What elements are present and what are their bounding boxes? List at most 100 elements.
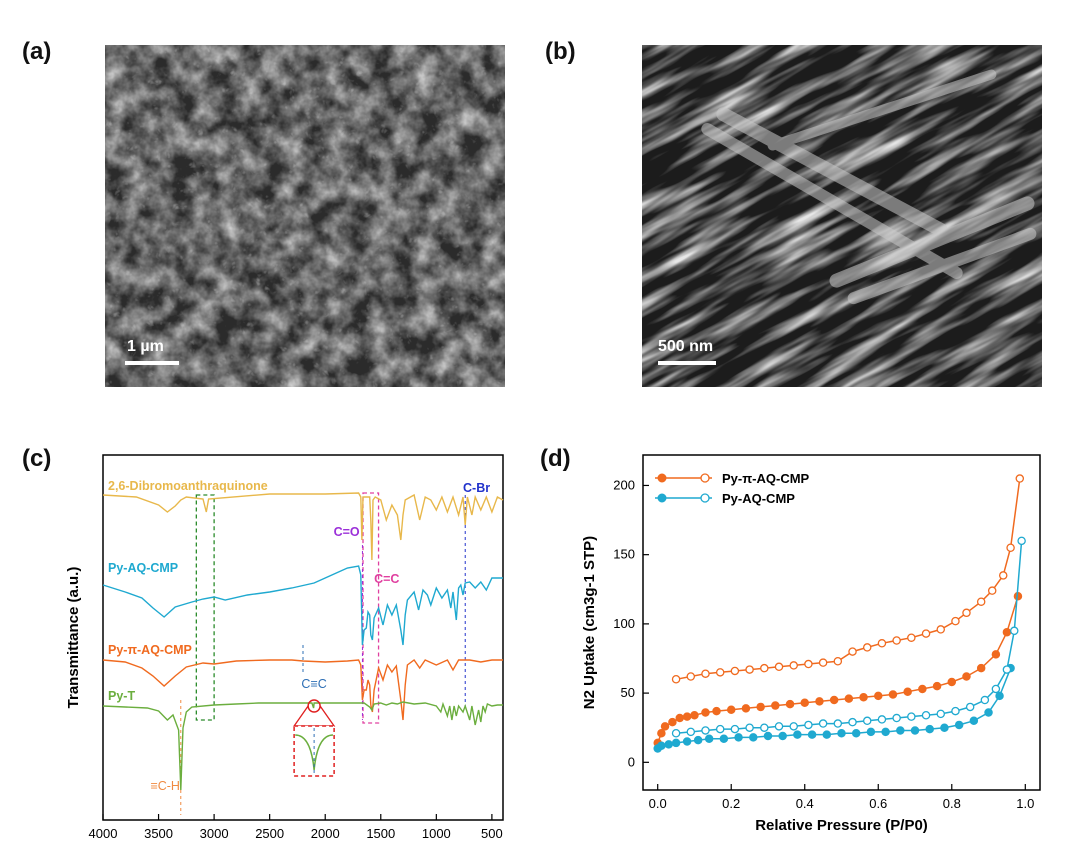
x-tick-label: 3000 <box>200 826 229 841</box>
data-point <box>892 636 901 645</box>
data-point <box>907 633 916 642</box>
data-point <box>969 716 979 726</box>
annotation-cbr: C-Br <box>463 481 490 495</box>
series-line <box>102 565 503 646</box>
legend-label: Py-AQ-CMP <box>722 491 795 506</box>
data-point <box>951 706 960 716</box>
data-point <box>715 668 725 677</box>
data-point <box>976 597 986 606</box>
data-point <box>760 723 769 732</box>
panel-label-a: (a) <box>22 38 52 65</box>
data-point <box>903 687 912 696</box>
data-point <box>844 694 854 703</box>
y-axis-label: Transmittance (a.u.) <box>65 567 82 709</box>
x-tick-label: 0.4 <box>796 796 814 811</box>
data-point <box>671 675 681 684</box>
data-point <box>951 616 960 626</box>
data-point <box>774 722 784 731</box>
x-axis-label: Relative Pressure (P/P0) <box>755 817 928 834</box>
series-label: Py-π-AQ-CMP <box>108 643 192 657</box>
data-point <box>998 571 1008 580</box>
data-point <box>712 706 721 716</box>
data-point <box>719 734 729 744</box>
data-point <box>660 722 670 731</box>
data-point <box>763 731 773 741</box>
data-point <box>793 730 802 739</box>
data-point <box>686 727 696 737</box>
x-tick-label: 0.2 <box>722 796 740 811</box>
data-point <box>925 724 934 734</box>
x-tick-label: 2000 <box>311 826 340 841</box>
data-point <box>995 691 1004 701</box>
data-point <box>874 691 883 701</box>
data-point <box>892 713 901 723</box>
data-point <box>1002 627 1012 637</box>
x-tick-label: 3500 <box>144 826 173 841</box>
data-point <box>851 728 861 738</box>
data-point <box>657 741 666 750</box>
scalebar-label-b: 500 nm <box>658 338 714 355</box>
data-point <box>862 716 872 726</box>
x-tick-label: 500 <box>481 826 503 841</box>
data-point <box>760 663 769 673</box>
scalebar-b <box>658 361 716 365</box>
data-point <box>1017 536 1026 546</box>
series-line <box>102 701 503 791</box>
data-point <box>866 727 876 737</box>
data-point <box>848 717 857 727</box>
ftir-chart: 4000 3500 3000 2500 2000 1500 1000 500 Wavenumbe… <box>65 454 504 853</box>
data-point <box>976 663 986 673</box>
data-point <box>704 734 714 744</box>
data-point <box>785 699 795 709</box>
data-point <box>962 608 971 618</box>
x-tick-label: 1500 <box>366 826 395 841</box>
data-point <box>800 698 809 708</box>
data-point <box>962 672 971 681</box>
data-point <box>918 684 927 694</box>
data-point <box>932 681 942 691</box>
data-point <box>671 728 681 738</box>
data-point <box>936 625 946 634</box>
data-point <box>789 722 798 731</box>
data-point <box>686 672 696 681</box>
x-tick-label: 1.0 <box>1016 796 1034 811</box>
data-point <box>774 662 784 672</box>
data-point <box>789 661 798 670</box>
annotation-ch: ≡C-H <box>150 779 180 793</box>
series-line <box>102 492 504 561</box>
x-tick-label: 0.0 <box>649 796 667 811</box>
data-point <box>818 658 828 667</box>
y-axis-label: N2 Uptake (cm3g-1 STP) <box>581 536 598 709</box>
annotation-cc: C=C <box>374 572 399 586</box>
data-point <box>947 677 957 687</box>
n2-isotherm-chart: 0.0 0.2 0.4 0.6 0.8 1.0 0 50 100 150 200 Relative P… <box>581 454 1041 834</box>
y-tick-label: 50 <box>621 685 635 700</box>
data-point <box>730 666 740 676</box>
data-point <box>664 740 673 749</box>
y-tick-label: 0 <box>628 754 635 769</box>
data-point <box>682 712 692 721</box>
panel-label-d: (d) <box>540 445 571 472</box>
data-point <box>715 724 725 734</box>
panel-label-c: (c) <box>22 445 52 472</box>
annotation-co: C=O <box>334 525 360 539</box>
data-point <box>881 727 890 737</box>
data-point <box>804 720 813 730</box>
data-point <box>690 710 699 720</box>
data-point <box>984 708 993 717</box>
sem-texture-a <box>105 45 505 387</box>
data-point <box>818 719 828 728</box>
y-tick-label: 200 <box>613 477 635 492</box>
data-point <box>987 586 997 595</box>
scalebar-a <box>125 361 179 365</box>
data-point <box>833 719 843 728</box>
x-tick-label: 0.6 <box>869 796 887 811</box>
data-point <box>778 731 787 741</box>
data-point <box>822 730 832 739</box>
data-point <box>682 737 692 746</box>
x-tick-label: 1000 <box>422 826 451 841</box>
data-point <box>804 659 813 669</box>
x-tick-label: 2500 <box>255 826 284 841</box>
data-point <box>833 657 843 666</box>
data-point <box>756 702 765 712</box>
